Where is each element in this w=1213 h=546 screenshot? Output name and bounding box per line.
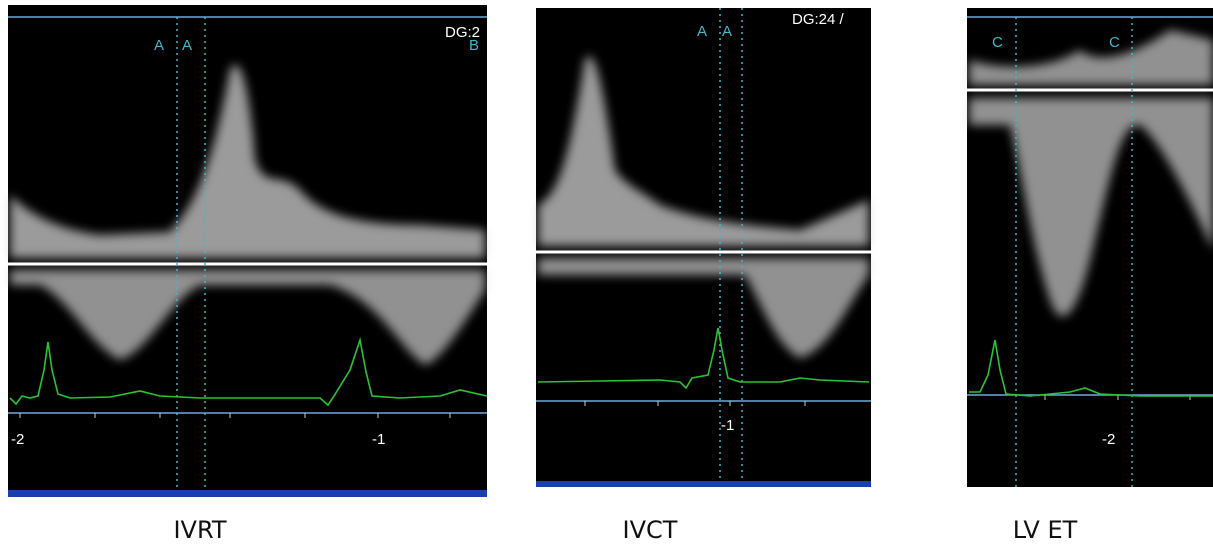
- axis-label: -2: [11, 431, 24, 448]
- depth-gain: DG:24 /: [792, 11, 845, 28]
- doppler-panel: C C -2 LV ET: [967, 8, 1213, 544]
- doppler-panel: A A B DG:2 -2 -1 IVRT: [8, 5, 488, 544]
- marker: B: [469, 37, 479, 54]
- panel-label: LV ET: [1013, 516, 1078, 544]
- axis-ticks: [584, 401, 806, 406]
- marker: A: [722, 23, 732, 40]
- ecg-trace: [537, 327, 870, 390]
- doppler-spectrum: [538, 56, 869, 246]
- doppler-spectrum: [10, 64, 485, 259]
- scroll-bar: [536, 481, 871, 487]
- doppler-panel: A A DG:24 / -1 IVCT: [536, 8, 871, 544]
- marker: A: [154, 37, 164, 54]
- ecg-trace: [969, 339, 1213, 397]
- doppler-spectrum: [538, 258, 869, 358]
- axis-label: -2: [1102, 431, 1115, 448]
- marker: C: [1109, 34, 1120, 51]
- marker: C: [992, 34, 1003, 51]
- axis-label: -1: [721, 417, 734, 434]
- ecg-trace: [9, 336, 488, 407]
- axis-label: -1: [372, 431, 385, 448]
- doppler-spectrum: [969, 98, 1213, 317]
- depth-gain: DG:2: [445, 24, 480, 41]
- panel-label: IVRT: [173, 516, 226, 544]
- scroll-bar: [8, 490, 487, 497]
- panel-label: IVCT: [623, 516, 678, 544]
- axis-ticks: [19, 413, 451, 418]
- doppler-spectrum: [10, 270, 485, 365]
- marker: A: [182, 37, 192, 54]
- marker: A: [697, 23, 707, 40]
- doppler-spectrum: [969, 30, 1213, 85]
